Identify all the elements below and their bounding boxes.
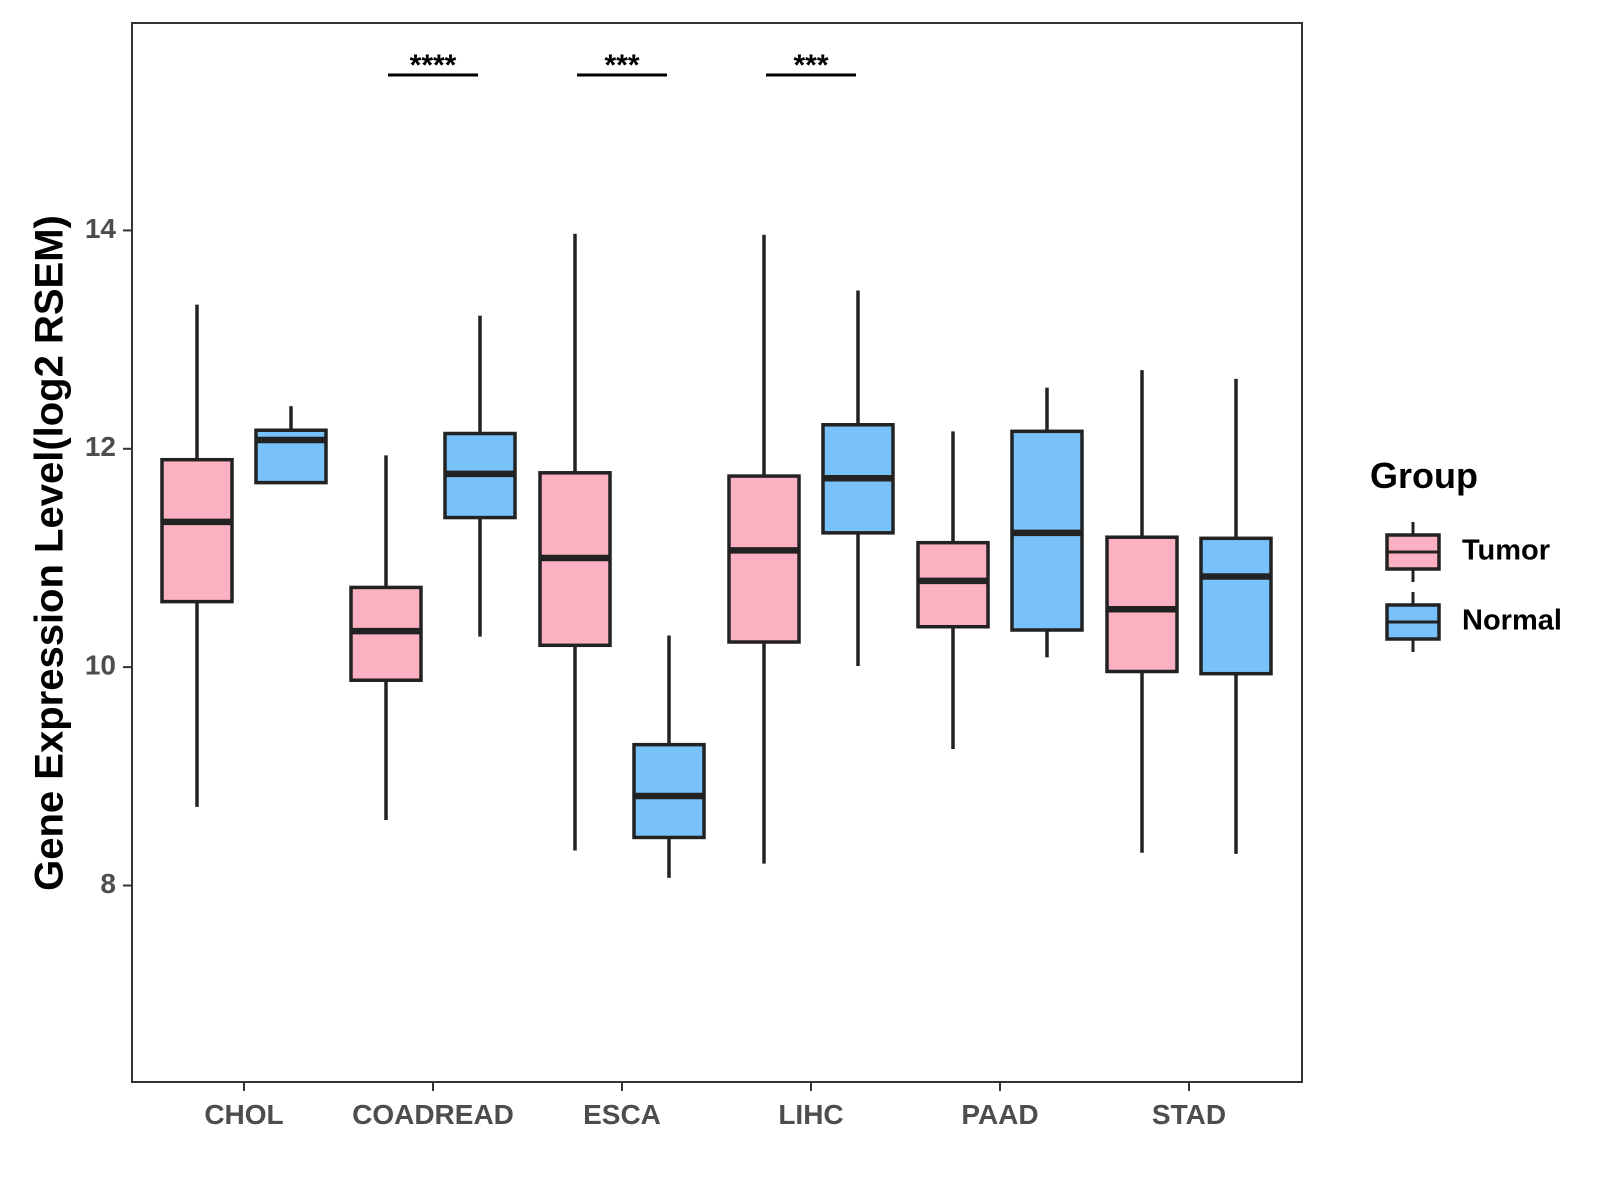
- significance-lihc: ***: [766, 49, 856, 82]
- significance-label: ***: [793, 49, 828, 82]
- significance-label: ****: [410, 49, 457, 82]
- x-tick-label-esca: ESCA: [583, 1099, 661, 1130]
- box-tumor-lihc: [727, 234, 801, 864]
- box-iqr: [727, 474, 801, 644]
- y-tick-label: 10: [85, 650, 116, 681]
- significance-coadread: ****: [388, 49, 478, 82]
- box-series: [160, 233, 1273, 878]
- box-tumor-paad: [916, 431, 990, 750]
- x-tick-label-chol: CHOL: [204, 1099, 283, 1130]
- box-tumor-esca: [538, 233, 612, 851]
- box-iqr: [1105, 535, 1179, 674]
- x-axis: CHOL COADREAD ESCA LIHC PAAD STAD: [204, 1082, 1226, 1130]
- y-axis-title: Gene Expression Level(log2 RSEM): [28, 215, 72, 891]
- legend-title: Group: [1370, 455, 1478, 496]
- box-iqr: [1199, 536, 1273, 676]
- significance-label: ***: [604, 49, 639, 82]
- legend-label: Tumor: [1462, 535, 1550, 567]
- y-tick-label: 14: [85, 213, 117, 244]
- box-iqr: [632, 742, 706, 840]
- box-normal-paad: [1010, 387, 1084, 658]
- significance-esca: ***: [577, 49, 667, 82]
- x-tick-label-coadread: COADREAD: [352, 1099, 514, 1130]
- box-iqr: [916, 540, 990, 629]
- y-tick-label: 12: [85, 431, 116, 462]
- box-normal-chol: [254, 406, 328, 485]
- box-normal-esca: [632, 635, 706, 878]
- y-tick-label: 8: [100, 868, 116, 899]
- box-tumor-chol: [160, 304, 234, 807]
- box-iqr: [160, 457, 234, 604]
- x-tick-label-lihc: LIHC: [778, 1099, 843, 1130]
- box-normal-coadread: [443, 315, 517, 637]
- y-axis: 8 10 12 14: [85, 213, 132, 899]
- box-normal-stad: [1199, 378, 1273, 854]
- legend-item-normal: Normal: [1385, 592, 1562, 652]
- legend-item-tumor: Tumor: [1385, 522, 1550, 582]
- x-tick-label-stad: STAD: [1152, 1099, 1226, 1130]
- box-normal-lihc: [821, 290, 895, 667]
- significance-annotations: **** *** ***: [388, 49, 856, 82]
- legend: Group Tumor Normal: [1370, 455, 1562, 652]
- box-tumor-stad: [1105, 370, 1179, 853]
- x-tick-label-paad: PAAD: [961, 1099, 1038, 1130]
- box-tumor-coadread: [349, 455, 423, 820]
- legend-label: Normal: [1462, 605, 1562, 637]
